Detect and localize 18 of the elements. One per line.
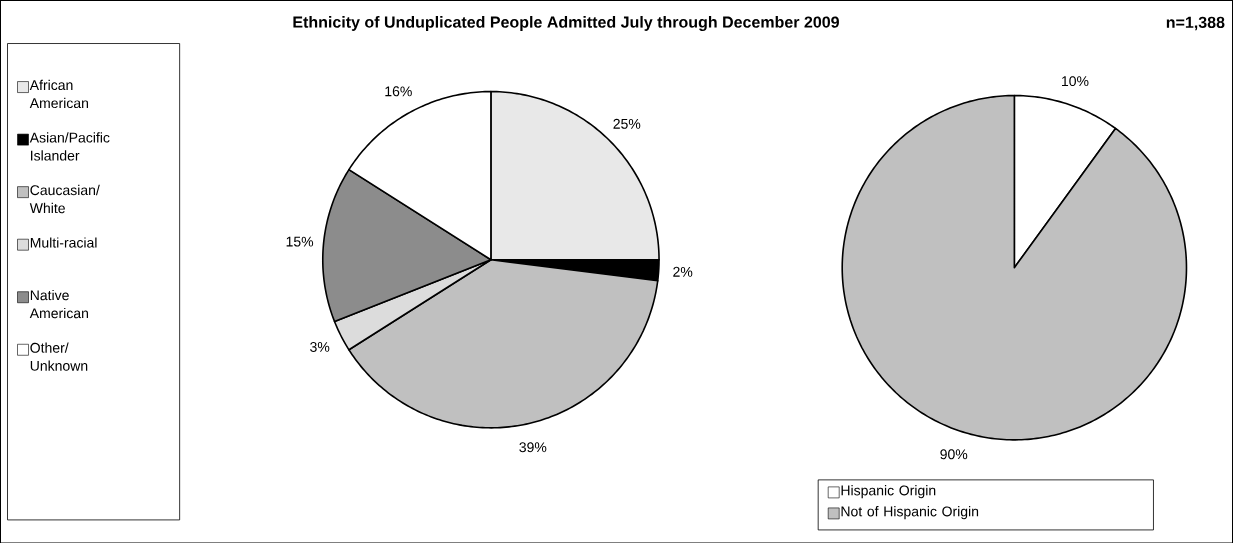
text: n=1,388 xyxy=(1166,16,1225,31)
data-label: 2% xyxy=(673,266,693,277)
data-label: 10% xyxy=(1062,75,1089,86)
legend-label: Caucasian/ White xyxy=(29,184,100,213)
data-label: 25% xyxy=(613,118,641,129)
data-label: 39% xyxy=(519,442,547,452)
legend-label: Multi-racial xyxy=(30,237,97,248)
legend-label: Not of Hispanic Origin xyxy=(841,505,979,519)
chart-title: Ethnicity of Unduplicated People Admitted July through December 2009 xyxy=(293,15,839,31)
data-label: 90% xyxy=(940,449,968,460)
data-label: 16% xyxy=(385,86,412,97)
legend-label: African American xyxy=(29,79,88,108)
legend-label: Asian/Pacific Islander xyxy=(29,132,110,161)
legend-label: Hispanic Origin xyxy=(841,484,936,498)
data-label: 3% xyxy=(310,341,330,352)
legend-label: Native American xyxy=(29,289,88,319)
data-label: 15% xyxy=(286,236,314,247)
legend-label: Other/ Unknown xyxy=(30,342,88,371)
